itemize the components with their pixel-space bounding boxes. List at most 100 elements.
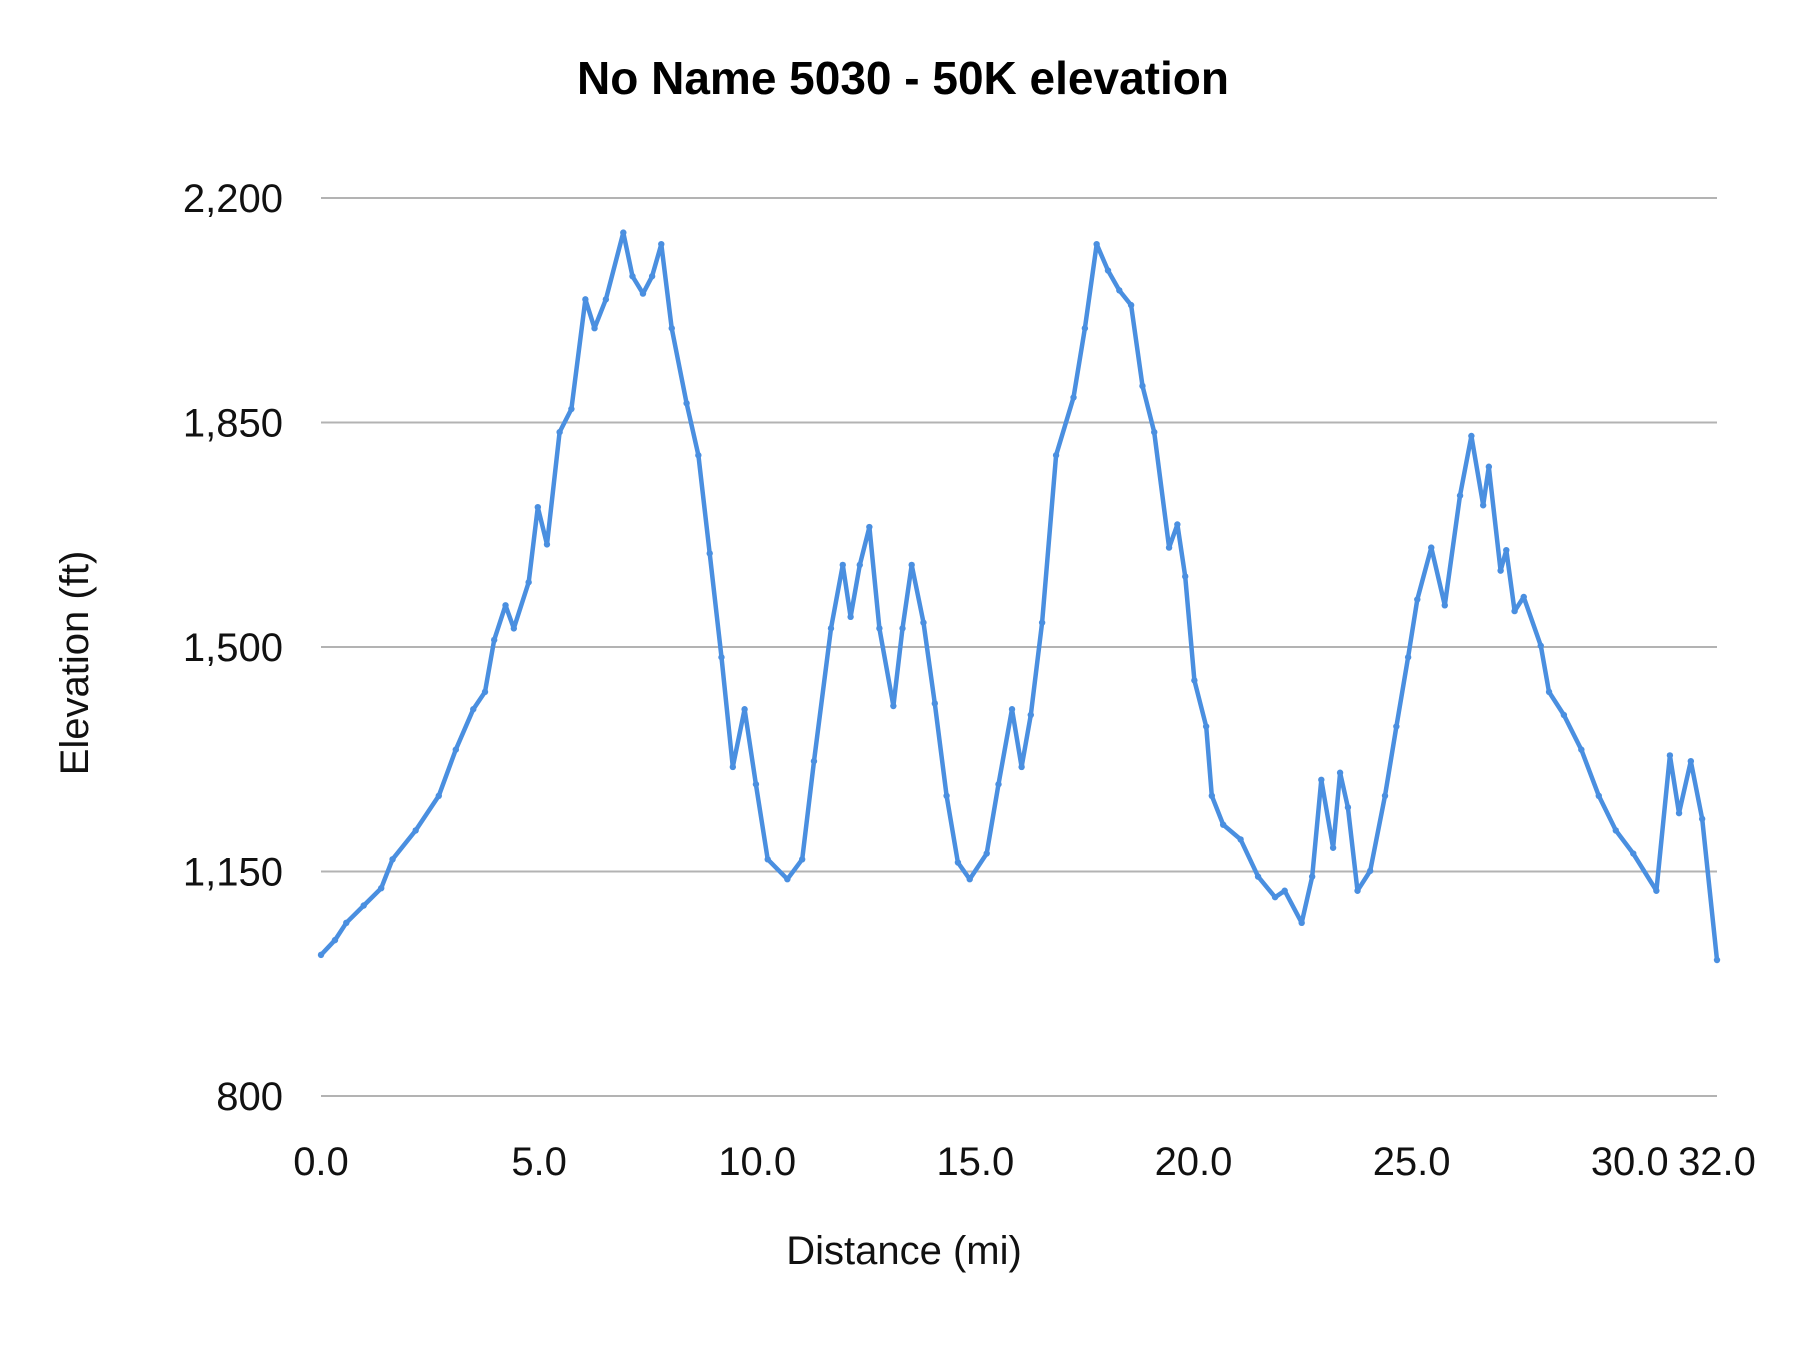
data-point (1537, 642, 1544, 649)
data-point (481, 688, 489, 696)
data-point (1545, 688, 1553, 696)
data-point (534, 503, 542, 511)
data-point (1208, 792, 1216, 800)
data-point (1237, 836, 1244, 843)
data-point (1630, 850, 1637, 857)
data-point (899, 625, 906, 632)
data-point (1503, 546, 1510, 554)
data-point (1560, 711, 1568, 719)
data-point (876, 625, 883, 632)
data-point (1675, 809, 1683, 817)
data-point (764, 856, 771, 863)
data-point (1298, 919, 1305, 927)
data-point (378, 884, 385, 892)
data-point (1165, 544, 1173, 551)
data-point (639, 290, 647, 297)
data-point (1595, 792, 1602, 800)
data-point (1281, 887, 1288, 894)
data-point (839, 561, 846, 569)
data-point (1468, 432, 1475, 440)
data-point (752, 781, 760, 788)
data-point (784, 875, 791, 883)
data-point (510, 625, 518, 632)
data-point (943, 792, 950, 800)
data-point (966, 875, 973, 883)
data-point (1414, 596, 1421, 603)
data-point (602, 296, 610, 303)
data-point (847, 613, 854, 621)
data-point (1366, 867, 1374, 875)
data-point (1174, 521, 1181, 528)
x-axis-ticks: 0.0 5.0 10.0 15.0 20.0 25.0 30.0 32.0 (293, 1140, 1756, 1184)
data-point (591, 325, 598, 332)
data-point (1428, 544, 1435, 551)
data-point (1104, 267, 1112, 274)
data-point (1027, 711, 1034, 719)
x-tick-label: 25.0 (1373, 1140, 1451, 1184)
data-point (620, 229, 627, 236)
data-point (908, 561, 915, 569)
data-point (502, 602, 509, 609)
data-point (543, 541, 551, 548)
x-tick-label: 32.0 (1678, 1140, 1756, 1184)
y-tick-label: 1,850 (183, 402, 283, 446)
data-point (582, 296, 589, 303)
data-point (798, 856, 806, 863)
data-point (1520, 593, 1527, 601)
data-point (718, 654, 725, 661)
data-point (556, 428, 563, 436)
y-tick-label: 2,200 (183, 177, 283, 221)
data-point (1219, 821, 1227, 828)
data-point (1687, 757, 1695, 765)
y-axis-ticks: 800 1,150 1,500 1,850 2,200 (183, 177, 283, 1119)
data-point (360, 902, 367, 909)
data-point (741, 706, 748, 713)
data-point (1404, 654, 1412, 661)
data-point (683, 400, 690, 407)
data-point (629, 273, 636, 280)
data-point (1008, 706, 1016, 713)
data-point (1308, 873, 1316, 880)
x-tick-label: 30.0 (1591, 1140, 1669, 1184)
data-point (1182, 573, 1189, 580)
data-point (1381, 792, 1389, 800)
data-point (490, 636, 498, 644)
data-point (1093, 240, 1100, 248)
data-point (695, 452, 702, 459)
data-point (648, 273, 656, 280)
data-point (856, 561, 863, 569)
data-point (810, 757, 818, 765)
x-tick-label: 0.0 (293, 1140, 349, 1184)
data-point (1254, 873, 1262, 880)
data-point (866, 523, 873, 531)
data-point (1202, 723, 1210, 730)
data-point (983, 850, 990, 857)
data-point (1116, 287, 1123, 294)
data-point (1666, 752, 1674, 759)
elevation-series-line (318, 230, 1720, 963)
data-point (1479, 502, 1487, 509)
data-point (1127, 301, 1135, 309)
data-point (890, 702, 897, 710)
y-axis-label: Elevation (ft) (53, 551, 97, 776)
x-tick-label: 10.0 (718, 1140, 796, 1184)
data-point (1018, 763, 1025, 771)
data-point (1151, 428, 1158, 436)
data-point (706, 550, 713, 557)
data-point (1139, 382, 1146, 390)
data-point (317, 951, 325, 959)
data-point (729, 763, 737, 771)
data-point (827, 625, 835, 632)
data-point (1038, 619, 1046, 626)
chart-title: No Name 5030 - 50K elevation (577, 52, 1229, 104)
data-point (1081, 325, 1089, 332)
data-point (1612, 827, 1619, 834)
data-point (1329, 844, 1337, 851)
data-point (568, 405, 575, 413)
data-point (931, 700, 939, 707)
data-point (920, 619, 927, 626)
data-point (1344, 804, 1352, 811)
y-tick-label: 1,500 (183, 626, 283, 670)
data-point (1653, 887, 1660, 894)
